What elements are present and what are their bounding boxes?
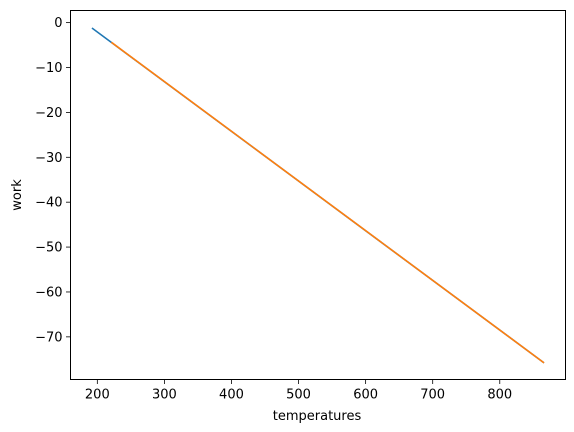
y-tick-label: −10 [35,61,62,76]
series-line-2 [110,41,545,364]
plot-frame [70,10,566,380]
x-axis-label: temperatures [273,409,362,424]
y-tick-label: −40 [35,196,62,211]
x-tick-label: 200 [85,388,110,403]
y-tick-label: 0 [54,16,62,31]
y-tick-label: −50 [35,241,62,256]
series-layer [91,27,545,364]
y-tick-label: −30 [35,151,62,166]
x-tick-label: 600 [353,388,378,403]
y-tick-label: −70 [35,330,62,345]
y-tick-label: −60 [35,285,62,300]
x-tick-label: 700 [420,388,445,403]
y-axis-ticks: 0 −10 −20 −30 −40 −50 −60 −70 [35,16,71,345]
y-tick-label: −20 [35,106,62,121]
x-axis-ticks: 200 300 400 500 600 700 800 [85,379,512,403]
y-axis-label: work [10,179,25,211]
x-tick-label: 400 [219,388,244,403]
x-tick-label: 500 [286,388,311,403]
x-tick-label: 800 [487,388,512,403]
x-tick-label: 300 [152,388,177,403]
